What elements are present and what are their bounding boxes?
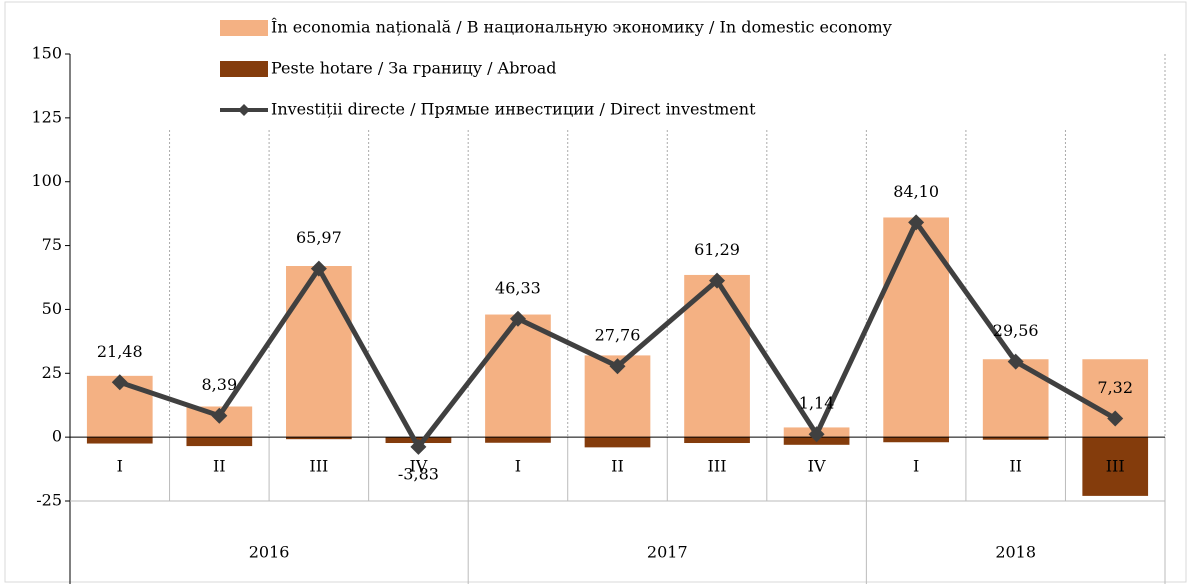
marker — [1107, 410, 1124, 427]
legend-label: Investiții directe / Прямые инвестиции /… — [271, 100, 756, 119]
legend-marker — [238, 104, 250, 116]
x-tick-label: I — [913, 457, 919, 476]
data-label: 46,33 — [495, 278, 541, 297]
y-tick-label: 100 — [31, 171, 62, 190]
y-tick-label: 25 — [42, 363, 62, 382]
x-tick-label: III — [1106, 457, 1125, 476]
x-tick-label: IV — [808, 457, 826, 476]
bar — [286, 266, 352, 438]
group-label: 2018 — [995, 543, 1036, 562]
data-label: 21,48 — [97, 342, 143, 361]
data-label: 65,97 — [296, 228, 342, 247]
y-tick-label: 150 — [31, 44, 62, 63]
marker — [410, 438, 427, 455]
marker — [111, 374, 128, 391]
data-label: 27,76 — [595, 326, 641, 345]
bar — [186, 437, 253, 447]
data-label: 29,56 — [993, 321, 1039, 340]
y-tick-label: -25 — [36, 491, 62, 510]
marker — [509, 310, 526, 327]
group-label: 2016 — [249, 543, 290, 562]
data-label: 7,32 — [1097, 378, 1133, 397]
data-label: 84,10 — [893, 182, 939, 201]
bar — [584, 437, 651, 448]
marker — [908, 214, 925, 231]
y-tick-label: 75 — [42, 235, 62, 254]
bar — [1082, 437, 1149, 496]
legend-swatch — [220, 20, 268, 36]
y-tick-label: 50 — [42, 299, 62, 318]
bar — [286, 437, 352, 440]
bar — [883, 437, 949, 443]
marker — [1007, 353, 1024, 370]
group-label: 2017 — [647, 543, 688, 562]
x-tick-label: I — [117, 457, 123, 476]
x-tick-label: II — [213, 457, 226, 476]
data-label: -3,83 — [398, 464, 439, 483]
bar — [982, 359, 1049, 438]
data-label: 61,29 — [694, 240, 740, 259]
marker — [609, 358, 626, 375]
marker — [211, 407, 228, 424]
x-tick-label: I — [515, 457, 521, 476]
x-tick-label: II — [611, 457, 624, 476]
data-label: 1,14 — [799, 394, 835, 413]
x-tick-label: II — [1009, 457, 1022, 476]
bar — [86, 437, 153, 444]
x-tick-label: IV — [409, 457, 427, 476]
y-tick-label: 125 — [31, 107, 62, 126]
chart-border — [4, 1, 1187, 583]
legend-swatch — [220, 61, 268, 77]
bar — [485, 314, 551, 438]
bar — [485, 437, 551, 443]
y-tick-label: 0 — [52, 427, 62, 446]
x-tick-label: III — [309, 457, 328, 476]
marker — [709, 272, 726, 289]
bar — [684, 437, 750, 444]
legend-label: În economia națională / В национальную э… — [271, 17, 892, 37]
bar — [982, 437, 1049, 440]
x-tick-label: III — [708, 457, 727, 476]
data-label: 8,39 — [202, 375, 238, 394]
marker — [808, 426, 825, 443]
marker — [310, 260, 327, 277]
legend-label: Peste hotare / За границу / Abroad — [271, 59, 557, 78]
